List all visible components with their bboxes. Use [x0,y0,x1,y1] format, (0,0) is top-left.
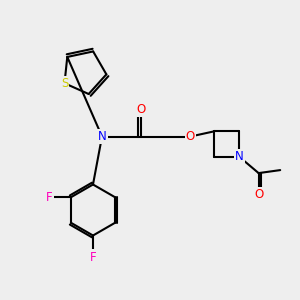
Text: F: F [90,250,96,264]
Text: N: N [235,150,244,163]
Text: F: F [46,191,52,204]
Text: N: N [98,130,106,143]
Text: O: O [136,103,146,116]
Text: S: S [61,77,68,90]
Text: O: O [186,130,195,143]
Text: O: O [254,188,263,201]
